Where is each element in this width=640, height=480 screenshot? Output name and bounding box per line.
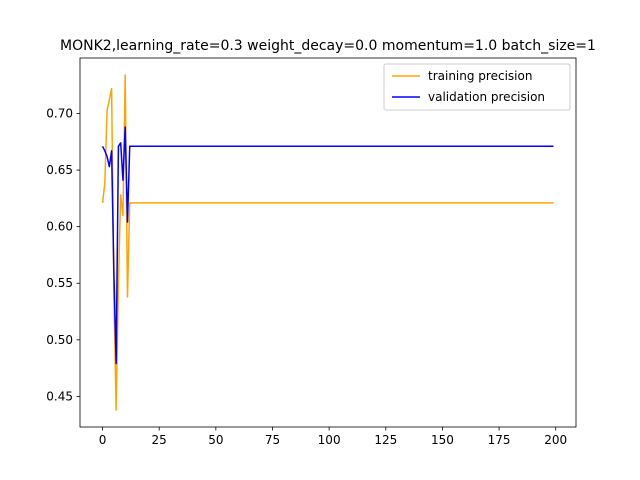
series-line-0 [101,74,554,411]
y-tick-label: 0.50 [46,333,73,347]
chart-title: MONK2,learning_rate=0.3 weight_decay=0.0… [60,38,596,54]
y-tick-label: 0.65 [46,163,73,177]
y-tick-label: 0.55 [46,276,73,290]
x-tick-label: 75 [265,433,280,447]
x-tick-label: 125 [374,433,397,447]
legend-label-1: validation precision [428,90,545,104]
y-tick-label: 0.45 [46,389,73,403]
legend: training precision validation precision [383,63,571,111]
x-tick-label: 150 [431,433,454,447]
y-tick-label: 0.60 [46,220,73,234]
x-axis: 0 25 50 75 100 125 150 175 200 [99,427,567,447]
legend-box [383,63,571,111]
y-axis: 0.45 0.50 0.55 0.60 0.65 0.70 [46,106,80,403]
x-tick-label: 100 [318,433,341,447]
x-tick-label: 200 [544,433,567,447]
y-tick-label: 0.70 [46,106,73,120]
legend-label-0: training precision [428,69,532,83]
x-tick-label: 175 [488,433,511,447]
x-tick-label: 25 [152,433,167,447]
axes-frame [79,57,577,428]
x-tick-label: 50 [208,433,223,447]
series-layer [101,74,554,411]
x-tick-label: 0 [99,433,107,447]
series-line-1 [101,126,554,365]
